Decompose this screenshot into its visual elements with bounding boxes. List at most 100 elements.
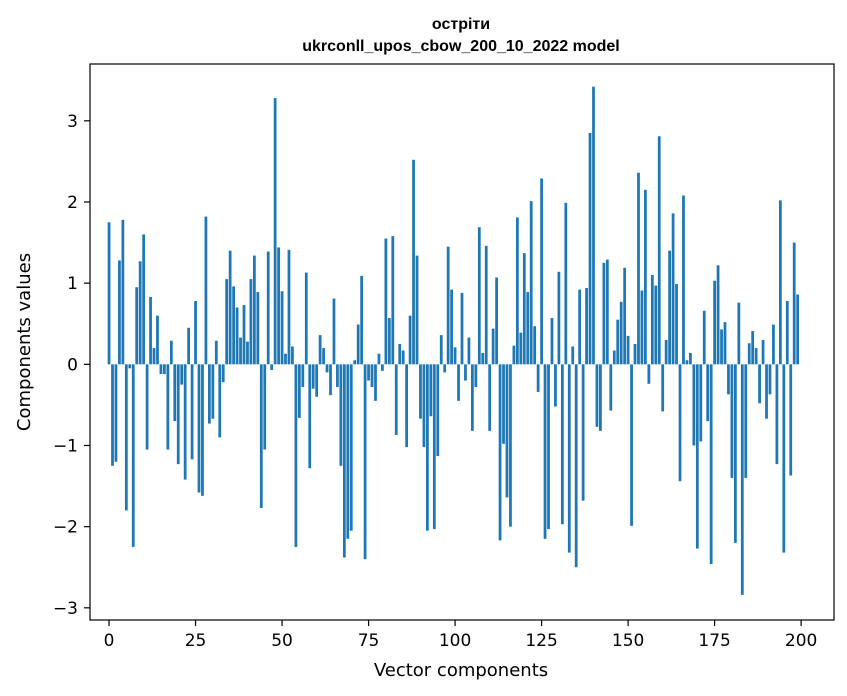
bar-series: [107, 86, 800, 595]
bar: [578, 289, 582, 365]
bar: [291, 346, 294, 365]
bar: [477, 227, 481, 365]
bar: [626, 335, 630, 365]
bar: [792, 242, 796, 365]
bar: [519, 332, 523, 365]
bar: [263, 364, 267, 450]
bar: [332, 298, 336, 365]
bar: [166, 364, 170, 450]
bar: [156, 315, 159, 365]
bar: [664, 339, 668, 365]
bar: [384, 238, 388, 365]
bar: [246, 341, 249, 365]
bar: [114, 364, 118, 462]
bar: [152, 348, 156, 365]
bar: [644, 189, 647, 365]
bar: [436, 364, 440, 457]
bar: [612, 350, 616, 365]
bar: [630, 364, 633, 526]
bar: [754, 348, 758, 365]
bar: [173, 364, 177, 422]
bar: [647, 364, 651, 384]
bar: [605, 259, 609, 365]
bar: [197, 364, 201, 493]
bar: [232, 286, 235, 365]
bar: [118, 260, 121, 365]
bar: [464, 364, 467, 381]
bar: [252, 255, 256, 365]
bar: [761, 339, 765, 365]
y-tick-label: 2: [67, 193, 78, 213]
bar: [682, 195, 685, 365]
bar: [256, 292, 260, 365]
bar: [782, 364, 786, 553]
bar: [457, 364, 460, 401]
bar: [765, 364, 768, 419]
bar: [315, 364, 319, 397]
x-tick-label: 125: [525, 631, 557, 651]
bar: [218, 364, 222, 438]
bar: [706, 364, 710, 422]
bar: [702, 310, 706, 365]
x-tick-label: 75: [358, 631, 380, 651]
bar: [190, 364, 194, 460]
bar: [685, 360, 689, 365]
bar: [159, 364, 163, 375]
bar: [768, 364, 772, 395]
bar: [740, 364, 744, 595]
bar: [453, 347, 457, 365]
bar: [602, 262, 606, 365]
bar: [353, 360, 357, 365]
bar: [744, 364, 748, 478]
bar: [339, 364, 343, 466]
bar: [391, 236, 395, 365]
y-tick-label: 1: [67, 274, 78, 294]
bar: [723, 322, 727, 365]
bar: [481, 352, 485, 365]
bar: [796, 294, 800, 365]
bar: [675, 283, 678, 365]
bar: [758, 364, 761, 404]
bar: [713, 280, 716, 365]
bar: [533, 326, 537, 365]
bar: [208, 364, 211, 424]
bar: [512, 345, 516, 365]
bar: [491, 328, 495, 365]
bar: [408, 315, 412, 365]
bar: [775, 364, 779, 465]
bar: [609, 364, 613, 411]
bar: [488, 364, 492, 431]
bar: [277, 247, 280, 365]
bar: [273, 98, 277, 365]
bar: [623, 267, 627, 365]
bar: [495, 277, 498, 365]
bar: [633, 344, 637, 365]
bar: [550, 318, 554, 365]
bar: [374, 364, 377, 401]
bar: [138, 261, 142, 365]
x-tick-label: 200: [785, 631, 817, 651]
bar: [515, 217, 519, 365]
bar: [142, 234, 146, 365]
bar: [450, 289, 453, 365]
bar: [733, 364, 737, 543]
x-axis-label: Vector components: [374, 660, 548, 681]
bar: [536, 364, 540, 392]
bar: [318, 335, 322, 365]
bar: [412, 159, 415, 365]
bar: [107, 222, 111, 365]
bar: [567, 364, 571, 553]
bar: [502, 364, 505, 444]
bar: [727, 364, 730, 395]
bar: [131, 364, 135, 547]
bar: [585, 288, 588, 365]
bar: [716, 265, 720, 365]
bar: [228, 250, 232, 365]
bar: [381, 364, 384, 371]
bar: [280, 291, 284, 365]
bar: [547, 364, 550, 530]
bar: [692, 364, 696, 446]
bar: [637, 172, 640, 365]
bar: [616, 319, 620, 365]
